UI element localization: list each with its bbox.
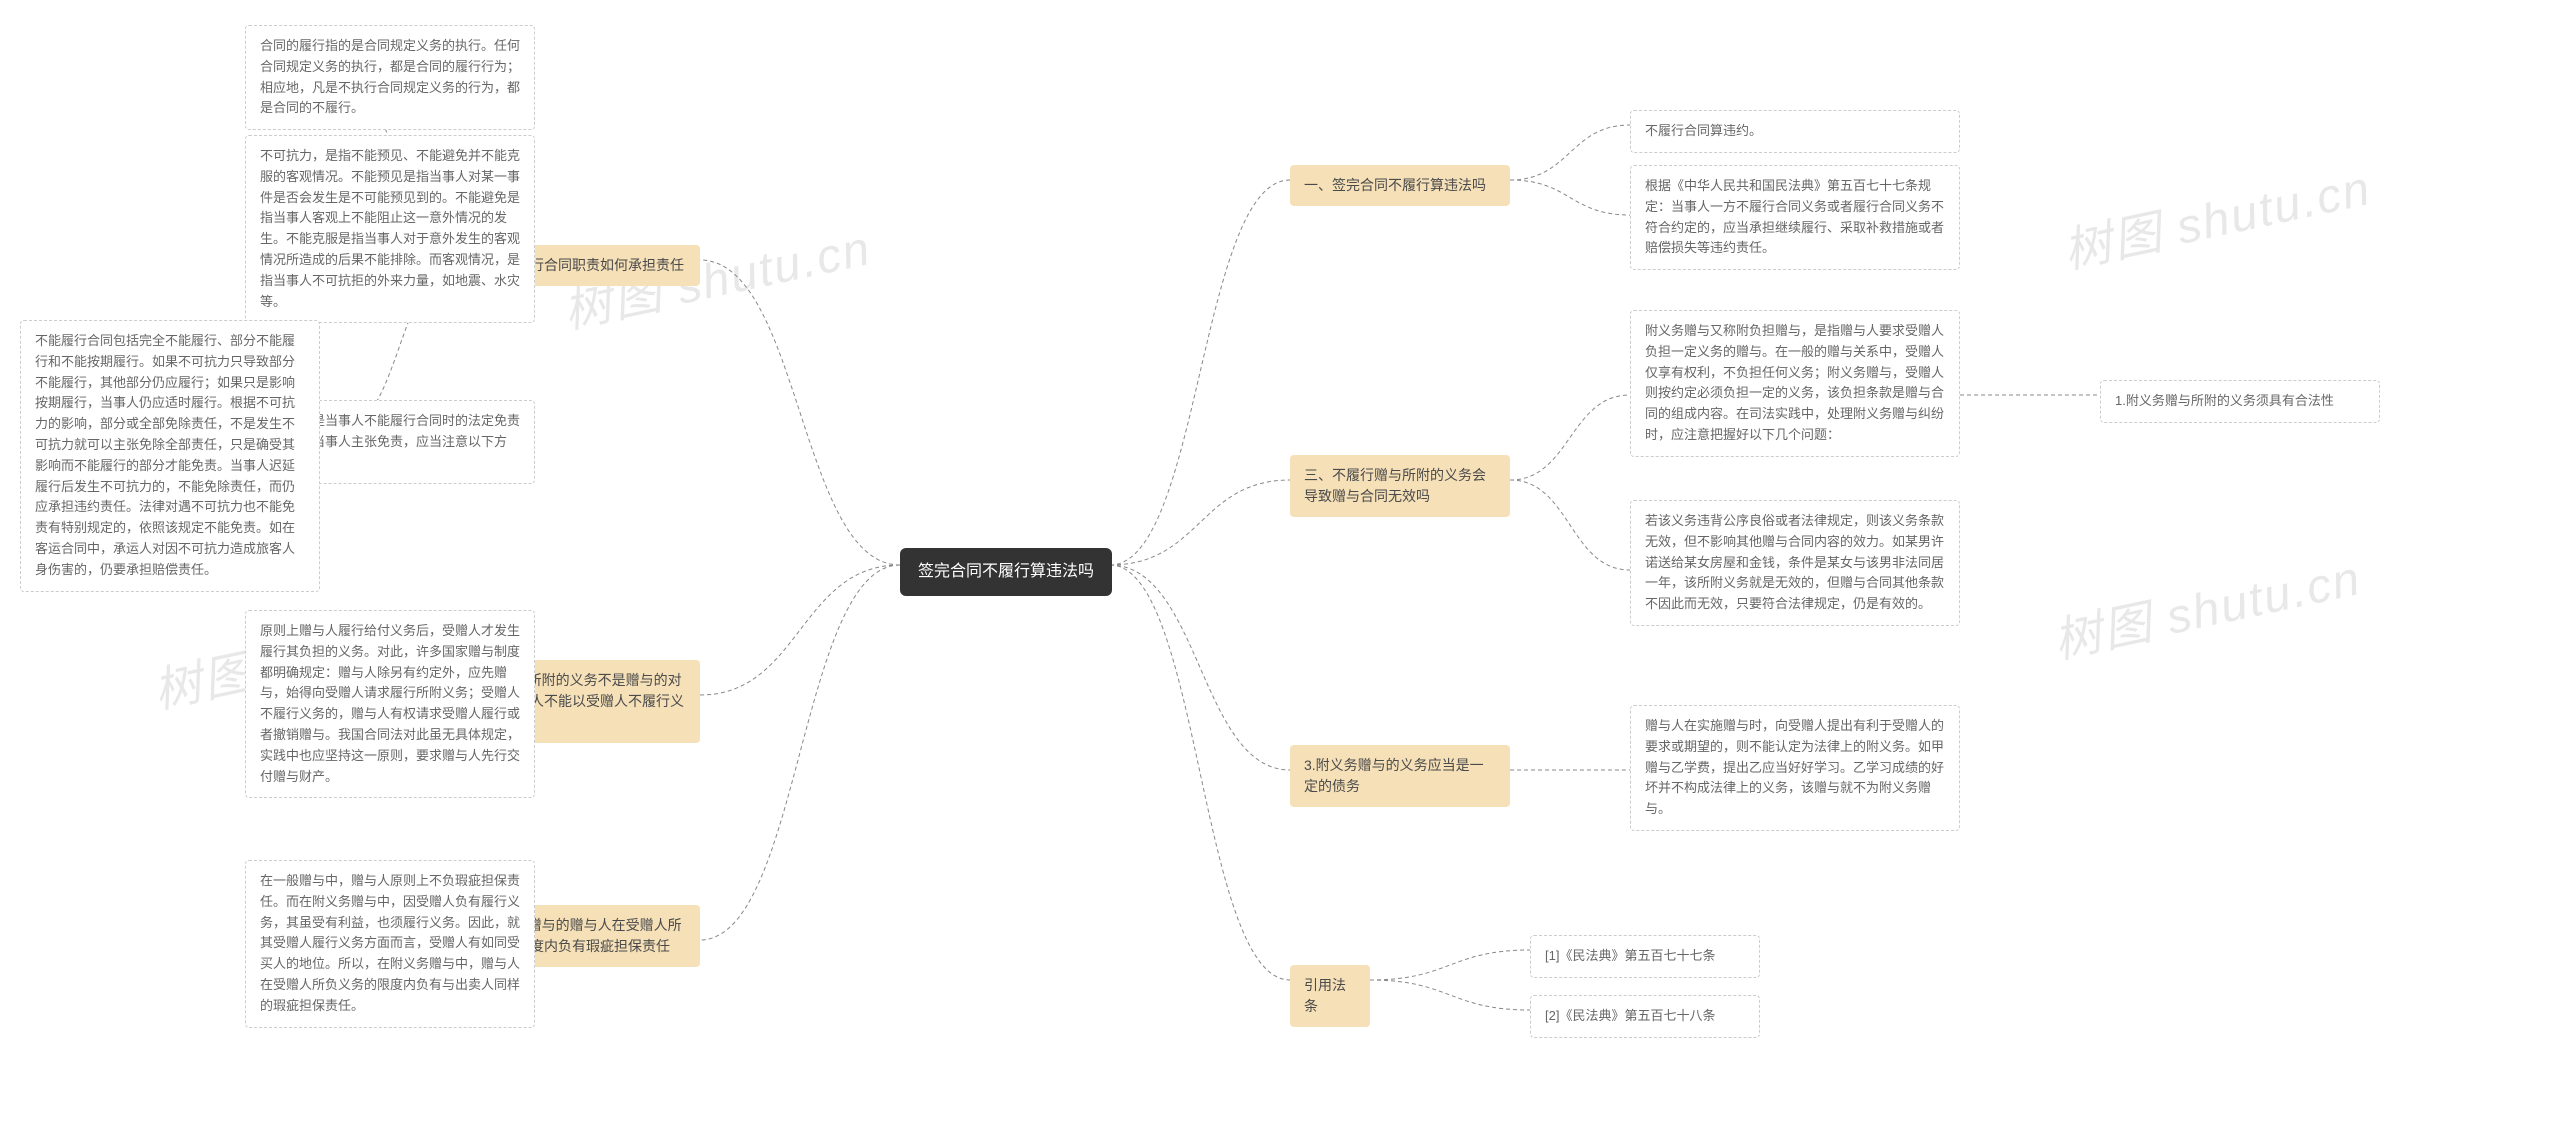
leaf-r2-1-1: 1.附义务赠与所附的义务须具有合法性 — [2100, 380, 2380, 423]
leaf-l2-1: 原则上赠与人履行给付义务后，受赠人才发生履行其负担的义务。对此，许多国家赠与制度… — [245, 610, 535, 798]
watermark: 树图 shutu.cn — [2056, 148, 2377, 282]
leaf-r1-1: 不履行合同算违约。 — [1630, 110, 1960, 153]
branch-right-2: 三、不履行赠与所附的义务会导致赠与合同无效吗 — [1290, 455, 1510, 517]
branch-right-3: 3.附义务赠与的义务应当是一定的债务 — [1290, 745, 1510, 807]
leaf-l1-3-1: 不能履行合同包括完全不能履行、部分不能履行和不能按期履行。如果不可抗力只导致部分… — [20, 320, 320, 592]
branch-right-1: 一、签完合同不履行算违法吗 — [1290, 165, 1510, 206]
leaf-l1-2: 不可抗力，是指不能预见、不能避免并不能克服的客观情况。不能预见是指当事人对某一事… — [245, 135, 535, 323]
leaf-r4-2: [2]《民法典》第五百七十八条 — [1530, 995, 1760, 1038]
leaf-r2-2: 若该义务违背公序良俗或者法律规定，则该义务条款无效，但不影响其他赠与合同内容的效… — [1630, 500, 1960, 626]
root-node: 签完合同不履行算违法吗 — [900, 548, 1112, 596]
leaf-r3-1: 赠与人在实施赠与时，向受赠人提出有利于受赠人的要求或期望的，则不能认定为法律上的… — [1630, 705, 1960, 831]
leaf-r2-1: 附义务赠与又称附负担赠与，是指赠与人要求受赠人负担一定义务的赠与。在一般的赠与关… — [1630, 310, 1960, 457]
leaf-l1-1: 合同的履行指的是合同规定义务的执行。任何合同规定义务的执行，都是合同的履行行为；… — [245, 25, 535, 130]
watermark: 树图 shutu.cn — [2046, 538, 2367, 672]
leaf-l3-1: 在一般赠与中，赠与人原则上不负瑕疵担保责任。而在附义务赠与中，因受赠人负有履行义… — [245, 860, 535, 1028]
leaf-r4-1: [1]《民法典》第五百七十七条 — [1530, 935, 1760, 978]
leaf-r1-2: 根据《中华人民共和国民法典》第五百七十七条规定：当事人一方不履行合同义务或者履行… — [1630, 165, 1960, 270]
branch-right-4: 引用法条 — [1290, 965, 1370, 1027]
